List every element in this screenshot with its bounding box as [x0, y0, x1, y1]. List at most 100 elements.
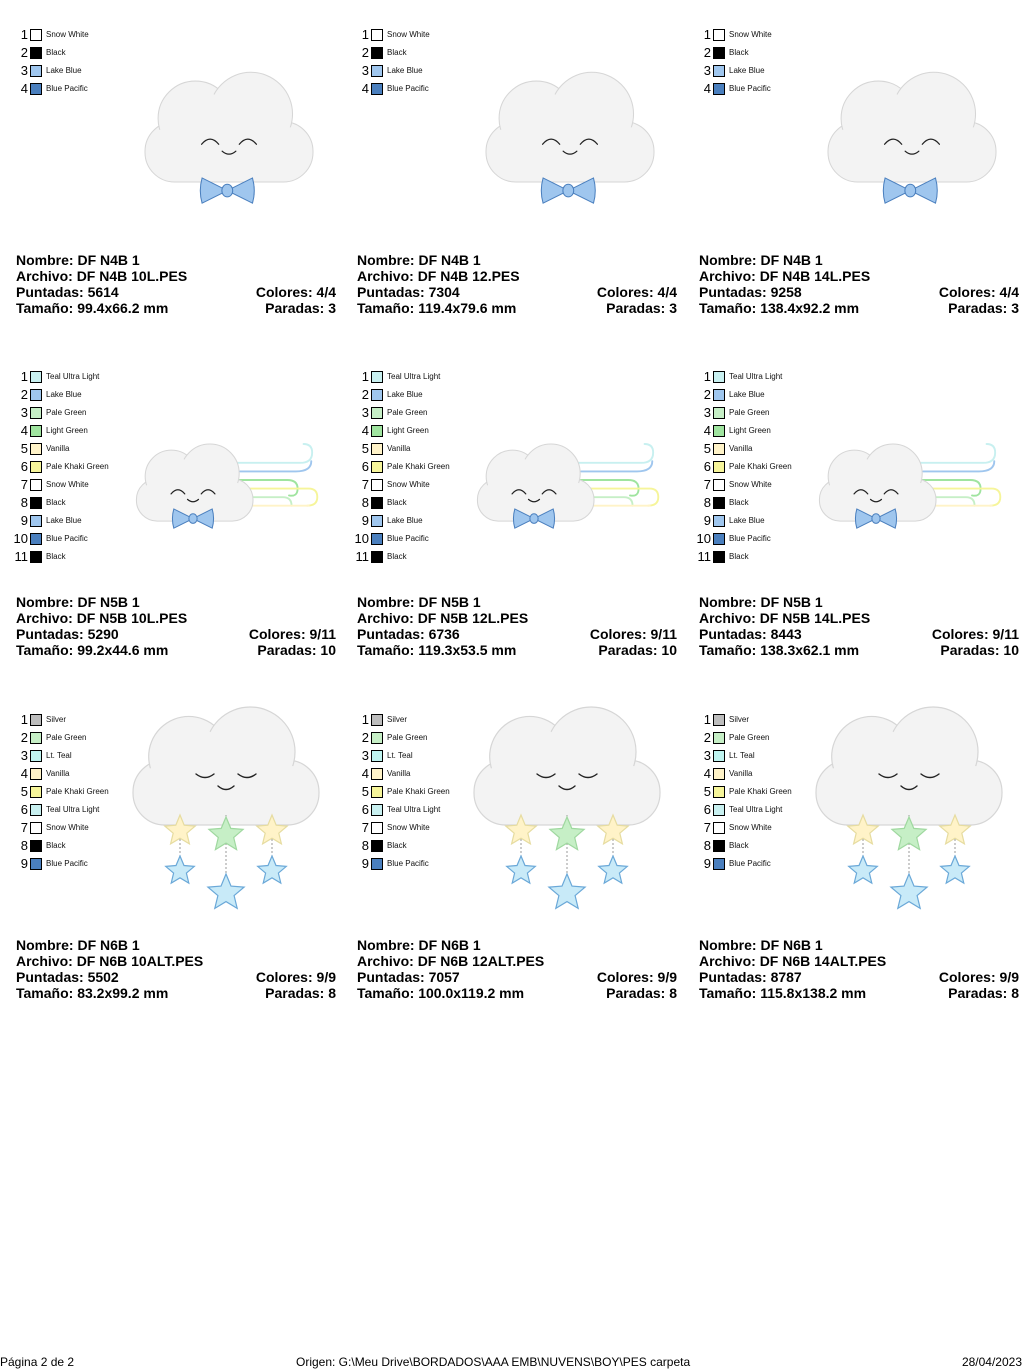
palette-number: 4 [703, 766, 711, 781]
star-shape [847, 854, 879, 885]
color-swatch [30, 714, 42, 726]
palette-number: 2 [20, 387, 28, 402]
design-size-value: 138.3x62.1 mm [760, 642, 860, 658]
palette-row: 2 Lake Blue [14, 387, 154, 404]
design-name-label: Nombre: [16, 252, 74, 268]
color-swatch [713, 371, 725, 383]
cloud-shape [144, 71, 314, 183]
palette-row: 3 Lake Blue [697, 63, 837, 80]
design-name-label: Nombre: [699, 594, 757, 610]
stitch-count: Puntadas: 6736 [357, 626, 460, 642]
color-swatch [713, 389, 725, 401]
palette-number: 4 [361, 81, 369, 96]
palette-row: 1 Snow White [14, 27, 154, 44]
palette-row: 11 Black [697, 549, 837, 566]
star-shape [938, 813, 972, 846]
palette-row: 6 Pale Khaki Green [355, 459, 495, 476]
color-count: Colores: 9/11 [249, 626, 336, 642]
file-name-label: Archivo: [16, 610, 73, 626]
file-name-value: DF N6B 10ALT.PES [76, 953, 204, 969]
file-name-label: Archivo: [699, 268, 756, 284]
palette-number: 10 [354, 531, 369, 546]
stitch-count-label: Puntadas: [357, 969, 425, 985]
palette-number: 2 [703, 387, 711, 402]
palette-row: 3 Pale Green [697, 405, 837, 422]
stop-count: Paradas: 3 [948, 300, 1019, 316]
color-swatch [713, 461, 725, 473]
wind-swirls [234, 443, 319, 507]
file-name-label: Archivo: [699, 953, 756, 969]
thread-name: Light Green [46, 426, 88, 435]
design-name: Nombre: DF N6B 1 [16, 937, 140, 953]
color-swatch [30, 479, 42, 491]
palette-number: 1 [703, 369, 711, 384]
stitch-count: Puntadas: 8787 [699, 969, 802, 985]
palette-row: 4 Light Green [355, 423, 495, 440]
design-info: Nombre: DF N6B 1 Archivo: DF N6B 10ALT.PE… [16, 937, 336, 1001]
palette-number: 1 [20, 712, 28, 727]
color-swatch [713, 840, 725, 852]
color-swatch [30, 47, 42, 59]
design-name-value: DF N6B 1 [760, 937, 823, 953]
thread-name: Lake Blue [46, 66, 82, 75]
smiling-face [200, 138, 258, 155]
color-swatch [30, 732, 42, 744]
thread-name: Silver [729, 715, 750, 724]
design-info: Nombre: DF N5B 1 Archivo: DF N5B 12L.PES P… [357, 594, 677, 658]
color-swatch [371, 407, 383, 419]
palette-number: 3 [20, 748, 28, 763]
stitch-count-value: 8443 [770, 626, 802, 642]
color-swatch [30, 425, 42, 437]
palette-number: 3 [361, 405, 369, 420]
cloud-shape [827, 71, 997, 183]
bow-tie [882, 177, 938, 204]
palette-number: 1 [20, 27, 28, 42]
color-count: Colores: 4/4 [939, 284, 1019, 300]
thread-name: Black [387, 552, 407, 561]
star-shape [207, 815, 245, 851]
palette-number: 1 [361, 369, 369, 384]
thread-name: Black [729, 552, 749, 561]
thread-name: Black [387, 498, 407, 507]
thread-name: Teal Ultra Light [46, 372, 100, 381]
embroidery-preview [473, 706, 661, 910]
palette-number: 7 [20, 820, 28, 835]
palette-row: 7 Snow White [355, 820, 495, 837]
thread-name: Snow White [387, 480, 430, 489]
stop-count-label: Paradas: [606, 300, 666, 316]
palette-row: 1 Silver [14, 712, 154, 729]
thread-name: Pale Khaki Green [46, 787, 109, 796]
color-swatch [713, 479, 725, 491]
design-info: Nombre: DF N4B 1 Archivo: DF N4B 14L.PES P… [699, 252, 1019, 316]
color-swatch [371, 858, 383, 870]
color-count: Colores: 9/11 [590, 626, 677, 642]
file-name-label: Archivo: [16, 953, 73, 969]
color-swatch [371, 83, 383, 95]
thread-name: Pale Green [729, 408, 770, 417]
wind-swirls [917, 443, 1002, 507]
palette-number: 4 [703, 81, 711, 96]
stitch-count-value: 5614 [87, 284, 119, 300]
color-swatch [371, 822, 383, 834]
palette-row: 4 Vanilla [355, 766, 495, 783]
color-swatch [30, 750, 42, 762]
thread-name: Snow White [46, 823, 89, 832]
thread-name: Vanilla [46, 769, 70, 778]
color-count-label: Colores: [589, 626, 647, 642]
design-name-value: DF N5B 1 [77, 594, 140, 610]
thread-name: Vanilla [46, 444, 70, 453]
design-size-label: Tamaño: [357, 985, 415, 1001]
palette-row: 8 Black [14, 838, 154, 855]
design-name-label: Nombre: [357, 594, 415, 610]
palette-row: 5 Pale Khaki Green [355, 784, 495, 801]
design-card: 1 Teal Ultra Light 2 Lake Blue 3 Pale Green 4 L… [8, 364, 338, 694]
thread-name: Lake Blue [729, 66, 765, 75]
file-name: Archivo: DF N6B 12ALT.PES [357, 953, 544, 969]
thread-name: Teal Ultra Light [387, 805, 441, 814]
palette-row: 11 Black [14, 549, 154, 566]
thread-name: Pale Khaki Green [46, 462, 109, 471]
color-swatch [371, 47, 383, 59]
color-swatch [30, 65, 42, 77]
thread-name: Blue Pacific [387, 534, 429, 543]
stitch-count-label: Puntadas: [699, 626, 767, 642]
